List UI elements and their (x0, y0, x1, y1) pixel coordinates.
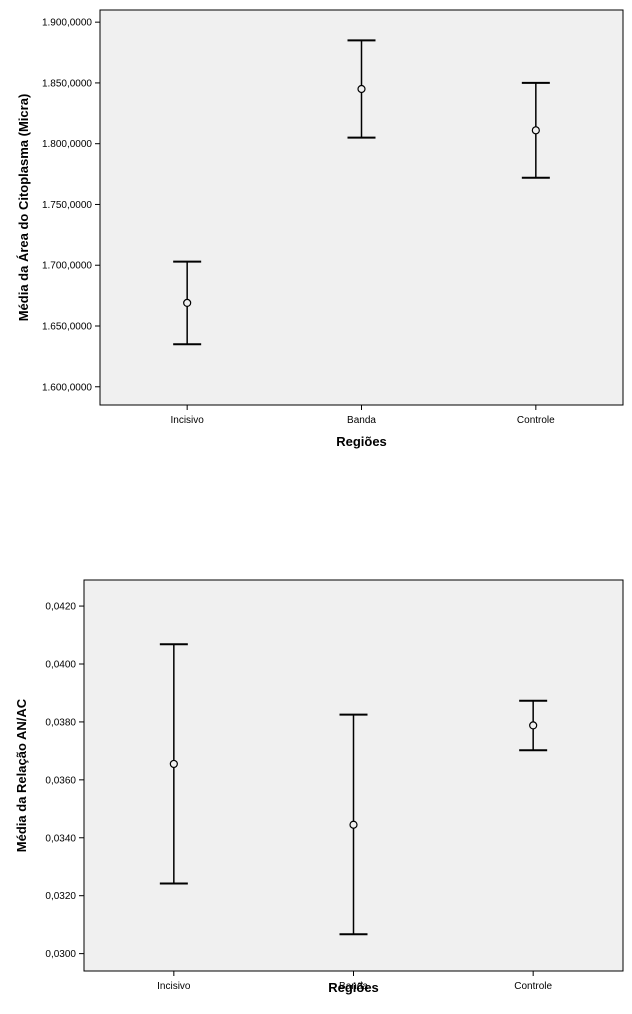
y-tick-label: 1.650,0000 (42, 322, 92, 333)
x-tick-label: Incisivo (157, 981, 191, 992)
x-tick-label: Controle (514, 981, 552, 992)
x-tick-label: Banda (339, 981, 368, 992)
x-axis-title: Regiões (328, 980, 379, 995)
y-axis-title: Média da Relação AN/AC (14, 698, 29, 852)
y-tick-label: 0,0360 (45, 775, 76, 786)
y-tick-label: 1.850,0000 (42, 78, 92, 89)
error-bar-banda (339, 713, 368, 936)
mean-marker (531, 126, 540, 135)
chart-cytoplasm-area: 1.600,0000 1.650,0000 1.700,0000 1.750,0000… (0, 0, 632, 470)
x-tick-label: Incisivo (170, 415, 204, 426)
y-tick-label: 1.600,0000 (42, 382, 92, 393)
chart-an-ac-ratio: 0,0300 0,0320 0,0340 0,0360 0,0380 0,0400 0,04… (0, 560, 632, 1014)
y-tick-label: 0,0340 (45, 833, 76, 844)
error-bar-controle (521, 81, 550, 179)
y-tick-label: 0,0320 (45, 891, 76, 902)
y-tick-label: 1.900,0000 (42, 18, 92, 29)
y-tick-label: 0,0400 (45, 659, 76, 670)
error-bar-controle (519, 699, 548, 752)
mean-marker (349, 820, 358, 829)
chart-an-ac-ratio-svg: 0,0300 0,0320 0,0340 0,0360 0,0380 0,0400 0,04… (14, 579, 624, 995)
y-tick-label: 0,0380 (45, 717, 76, 728)
x-tick-label: Controle (517, 415, 555, 426)
y-tick-label: 0,0300 (45, 949, 76, 960)
error-bar-incisivo (159, 643, 188, 885)
mean-marker (169, 759, 178, 769)
mean-marker (183, 298, 192, 308)
error-bar-incisivo (173, 260, 202, 346)
y-tick-label: 1.700,0000 (42, 261, 92, 272)
y-tick-label: 0,0420 (45, 602, 76, 613)
x-tick-label: Banda (347, 415, 376, 426)
y-axis-title: Média da Área do Citoplasma (Micra) (16, 94, 31, 322)
y-tick-label: 1.750,0000 (42, 200, 92, 211)
mean-marker (529, 721, 538, 730)
chart-cytoplasm-area-svg: 1.600,0000 1.650,0000 1.700,0000 1.750,0000… (16, 9, 624, 449)
mean-marker (357, 84, 366, 94)
error-bar-banda (347, 39, 376, 139)
x-axis-title: Regiões (336, 434, 387, 449)
y-tick-label: 1.800,0000 (42, 139, 92, 150)
